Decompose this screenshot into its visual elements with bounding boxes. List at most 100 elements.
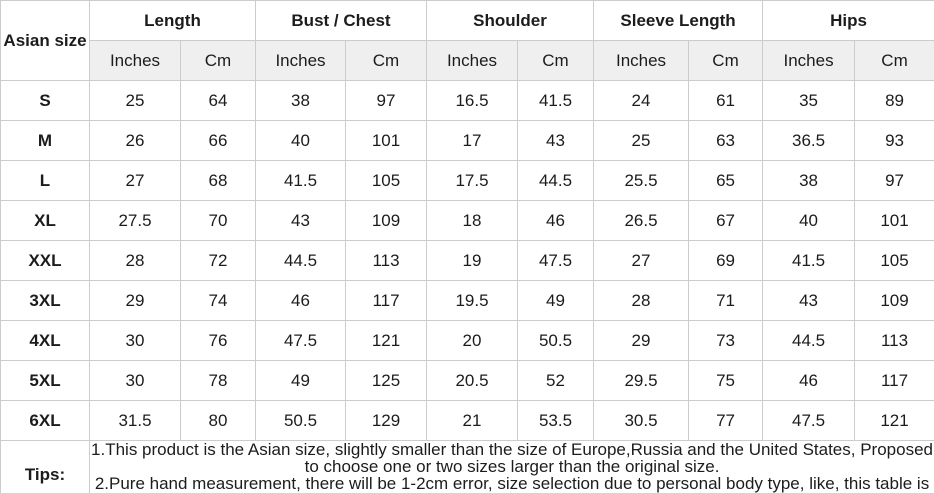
cm-value: 53.5 xyxy=(516,400,595,441)
size-label: M xyxy=(0,120,90,161)
tips-row: Tips: 1.This product is the Asian size, … xyxy=(0,440,934,493)
table-row: XL 27.5 70 43 109 18 46 26.5 67 40 101 xyxy=(0,200,934,241)
inches-value: 26 xyxy=(89,120,181,161)
cm-value: 46 xyxy=(516,200,595,241)
cm-value: 44.5 xyxy=(516,160,595,201)
inches-value: 25.5 xyxy=(593,160,690,201)
table-row: 3XL 29 74 46 117 19.5 49 28 71 43 109 xyxy=(0,280,934,321)
cm-value: 41.5 xyxy=(516,80,595,121)
cm-unit-header: Cm xyxy=(688,40,764,81)
cm-value: 97 xyxy=(854,160,934,201)
inches-value: 19.5 xyxy=(426,280,518,321)
size-label: L xyxy=(0,160,90,201)
cm-value: 52 xyxy=(516,360,595,401)
inches-value: 40 xyxy=(762,200,856,241)
inches-value: 29 xyxy=(593,320,690,361)
cm-value: 72 xyxy=(180,240,256,281)
cm-value: 74 xyxy=(180,280,256,321)
inches-value: 24 xyxy=(593,80,690,121)
size-label: XL xyxy=(0,200,90,241)
inches-value: 26.5 xyxy=(593,200,690,241)
inches-value: 50.5 xyxy=(255,400,346,441)
cm-value: 109 xyxy=(854,280,934,321)
cm-value: 121 xyxy=(345,320,427,361)
inches-value: 20.5 xyxy=(426,360,518,401)
tips-note-1: 1.This product is the Asian size, slight… xyxy=(91,440,933,476)
size-table-body: S 25 64 38 97 16.5 41.5 24 61 35 89 M 26 66 40 101 17 43 2… xyxy=(0,80,934,441)
tips-label: Tips: xyxy=(0,440,90,493)
inches-unit-header: Inches xyxy=(255,40,346,81)
cm-value: 113 xyxy=(345,240,427,281)
inches-value: 28 xyxy=(593,280,690,321)
inches-value: 44.5 xyxy=(255,240,346,281)
size-label: XXL xyxy=(0,240,90,281)
inches-value: 35 xyxy=(762,80,856,121)
inches-value: 21 xyxy=(426,400,518,441)
inches-value: 16.5 xyxy=(426,80,518,121)
cm-unit-header: Cm xyxy=(516,40,595,81)
size-label: S xyxy=(0,80,90,121)
inches-unit-header: Inches xyxy=(89,40,181,81)
cm-value: 89 xyxy=(854,80,934,121)
group-header-bust-chest: Bust / Chest xyxy=(255,0,427,41)
cm-value: 68 xyxy=(180,160,256,201)
size-label: 4XL xyxy=(0,320,90,361)
cm-value: 63 xyxy=(688,120,764,161)
inches-unit-header: Inches xyxy=(762,40,856,81)
cm-value: 47.5 xyxy=(516,240,595,281)
inches-value: 29 xyxy=(89,280,181,321)
cm-value: 65 xyxy=(688,160,764,201)
inches-value: 31.5 xyxy=(89,400,181,441)
inches-value: 43 xyxy=(762,280,856,321)
cm-value: 97 xyxy=(345,80,427,121)
group-header-shoulder: Shoulder xyxy=(425,0,595,41)
inches-value: 27 xyxy=(89,160,181,201)
inches-value: 29.5 xyxy=(593,360,690,401)
inches-value: 27.5 xyxy=(89,200,181,241)
cm-value: 43 xyxy=(516,120,595,161)
corner-header: Asian size xyxy=(0,0,90,81)
group-header-length: Length xyxy=(89,0,256,41)
table-row: L 27 68 41.5 105 17.5 44.5 25.5 65 38 97 xyxy=(0,160,934,201)
cm-value: 71 xyxy=(688,280,764,321)
inches-value: 49 xyxy=(255,360,346,401)
inches-value: 30 xyxy=(89,320,181,361)
inches-value: 27 xyxy=(593,240,690,281)
size-label: 5XL xyxy=(0,360,90,401)
cm-value: 73 xyxy=(688,320,764,361)
inches-value: 18 xyxy=(426,200,518,241)
cm-value: 67 xyxy=(688,200,764,241)
cm-unit-header: Cm xyxy=(180,40,256,81)
group-header-hips: Hips xyxy=(762,0,934,41)
cm-value: 77 xyxy=(688,400,764,441)
cm-value: 101 xyxy=(854,200,934,241)
inches-value: 19 xyxy=(426,240,518,281)
cm-value: 76 xyxy=(180,320,256,361)
inches-value: 47.5 xyxy=(255,320,346,361)
table-row: M 26 66 40 101 17 43 25 63 36.5 93 xyxy=(0,120,934,161)
table-row: 5XL 30 78 49 125 20.5 52 29.5 75 46 117 xyxy=(0,360,934,401)
cm-value: 129 xyxy=(345,400,427,441)
cm-value: 109 xyxy=(345,200,427,241)
cm-value: 61 xyxy=(688,80,764,121)
table-row: S 25 64 38 97 16.5 41.5 24 61 35 89 xyxy=(0,80,934,121)
cm-unit-header: Cm xyxy=(345,40,427,81)
cm-value: 101 xyxy=(345,120,427,161)
cm-value: 66 xyxy=(180,120,256,161)
inches-unit-header: Inches xyxy=(593,40,690,81)
inches-value: 28 xyxy=(89,240,181,281)
group-header-sleeve-length: Sleeve Length xyxy=(593,0,764,41)
unit-header-row: Inches Cm Inches Cm Inches Cm Inches Cm Inches Cm xyxy=(0,40,934,81)
cm-value: 93 xyxy=(854,120,934,161)
cm-value: 121 xyxy=(854,400,934,441)
cm-value: 117 xyxy=(854,360,934,401)
inches-unit-header: Inches xyxy=(426,40,518,81)
inches-value: 17 xyxy=(426,120,518,161)
cm-value: 117 xyxy=(345,280,427,321)
cm-value: 80 xyxy=(180,400,256,441)
inches-value: 44.5 xyxy=(762,320,856,361)
inches-value: 41.5 xyxy=(762,240,856,281)
table-row: XXL 28 72 44.5 113 19 47.5 27 69 41.5 105 xyxy=(0,240,934,281)
